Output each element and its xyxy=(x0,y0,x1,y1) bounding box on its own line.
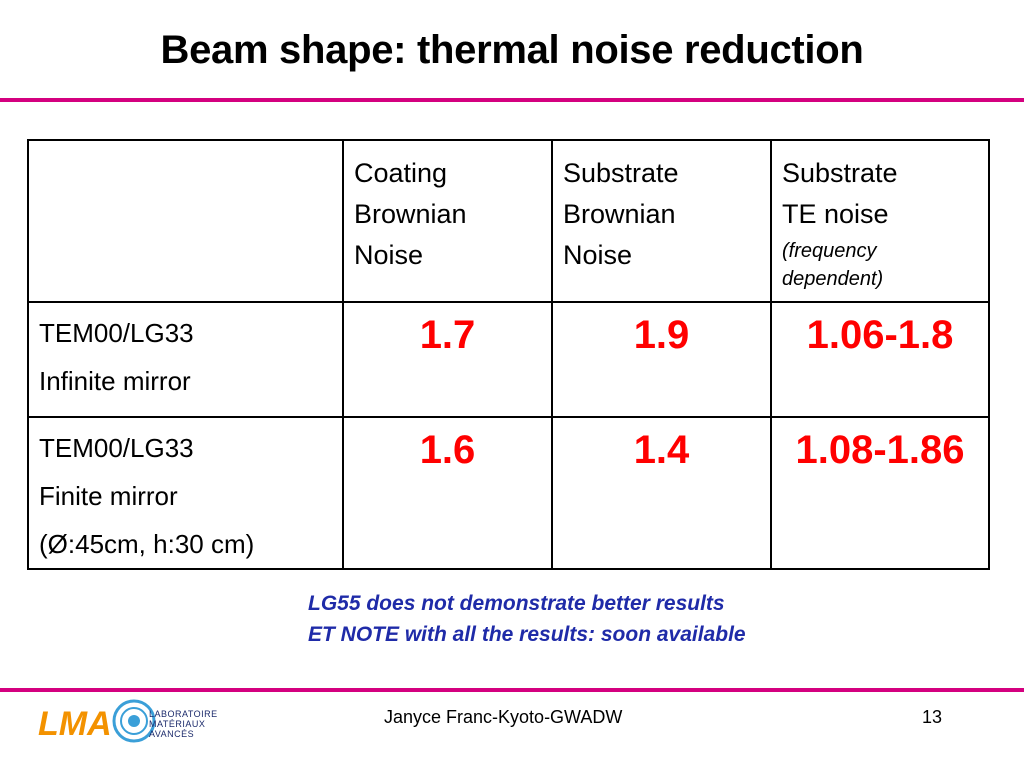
value-cell: 1.08-1.86 xyxy=(770,416,990,570)
value-cell: 1.6 xyxy=(342,416,553,570)
table-header-row: Coating Brownian Noise Substrate Brownia… xyxy=(27,139,990,303)
row-label: TEM00/LG33 Infinite mirror xyxy=(27,301,344,418)
table-corner-cell xyxy=(27,139,344,303)
note-line: ET NOTE with all the results: soon avail… xyxy=(308,623,746,646)
value-cell: 1.4 xyxy=(551,416,772,570)
lma-logo-text: LABORATOIRE MATÉRIAUX AVANCÉS xyxy=(149,709,218,739)
slide-title: Beam shape: thermal noise reduction xyxy=(160,28,864,72)
value-cell: 1.06-1.8 xyxy=(770,301,990,418)
page-number: 13 xyxy=(922,707,943,727)
top-divider xyxy=(0,98,1024,102)
bottom-divider xyxy=(0,688,1024,692)
table-row: TEM00/LG33 Finite mirror (Ø:45cm, h:30 c… xyxy=(27,416,990,570)
header-coating-brownian: Coating Brownian Noise xyxy=(342,139,553,303)
header-subnote: (frequency dependent) xyxy=(782,240,884,290)
header-substrate-brownian: Substrate Brownian Noise xyxy=(551,139,772,303)
table-row: TEM00/LG33 Infinite mirror 1.7 1.9 1.06-… xyxy=(27,301,990,418)
value-cell: 1.9 xyxy=(551,301,772,418)
noise-reduction-table: Coating Brownian Noise Substrate Brownia… xyxy=(27,139,990,570)
lma-logo-mark: LMA xyxy=(38,705,112,743)
row-label: TEM00/LG33 Finite mirror (Ø:45cm, h:30 c… xyxy=(27,416,344,570)
results-note: LG55 does not demonstrate better results… xyxy=(308,588,746,650)
header-substrate-te: Substrate TE noise (frequency dependent) xyxy=(770,139,990,303)
value-cell: 1.7 xyxy=(342,301,553,418)
footer-author: Janyce Franc-Kyoto-GWADW xyxy=(384,707,623,727)
note-line: LG55 does not demonstrate better results xyxy=(308,592,725,615)
lma-logo-icon: LMA xyxy=(38,699,156,743)
